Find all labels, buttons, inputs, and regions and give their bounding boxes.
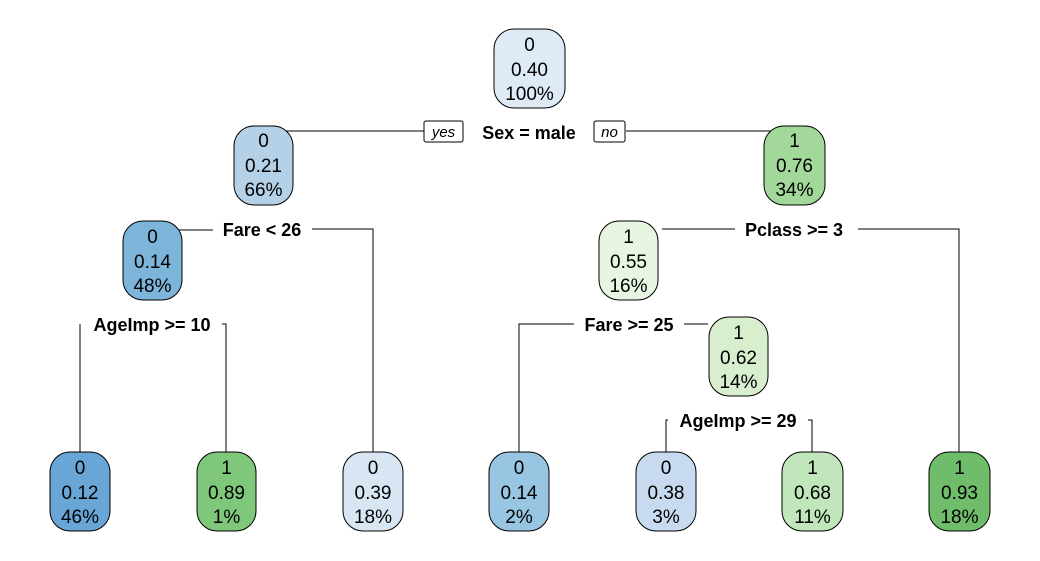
- node-class: 0: [524, 35, 535, 56]
- node-class: 0: [75, 458, 86, 479]
- node-class: 1: [733, 323, 744, 344]
- edge-root-to-n2: [263, 128, 426, 132]
- split-labels: Sex = male Fare < 26 Pclass >= 3 AgeImp …: [93, 123, 843, 431]
- node-class: 0: [661, 458, 672, 479]
- split-label-fare-lt-26: Fare < 26: [223, 220, 302, 240]
- node-pct: 16%: [609, 276, 647, 297]
- split-label-ageimp-10: AgeImp >= 10: [93, 315, 210, 335]
- node-prob: 0.39: [355, 483, 392, 504]
- node-pct: 100%: [505, 84, 554, 105]
- node-prob: 0.38: [648, 483, 685, 504]
- tree-node-n7: 1 0.55 16%: [598, 220, 659, 301]
- edge-root-to-n3: [626, 128, 795, 132]
- node-prob: 0.76: [776, 156, 813, 177]
- tree-leaf-5: 0 0.38 3%: [635, 451, 697, 532]
- split-label-fare-ge-25: Fare >= 25: [584, 315, 673, 335]
- node-pct: 48%: [133, 276, 171, 297]
- tree-leaf-2: 1 0.89 1%: [196, 451, 257, 532]
- node-pct: 1%: [213, 507, 241, 528]
- edge-n14-to-l6: [808, 419, 813, 454]
- no-label: no: [593, 120, 626, 143]
- tree-node-n4: 0 0.14 48%: [122, 220, 183, 301]
- tree-leaf-1: 0 0.12 46%: [49, 451, 111, 532]
- node-prob: 0.14: [501, 483, 538, 504]
- node-class: 1: [954, 458, 965, 479]
- tree-leaf-4: 0 0.14 2%: [488, 451, 550, 532]
- node-pct: 14%: [719, 372, 757, 393]
- tree-node-root: 0 0.40 100%: [493, 28, 566, 109]
- tree-leaf-7: 1 0.93 18%: [928, 451, 991, 532]
- edge-n7-to-l4: [518, 323, 574, 454]
- node-prob: 0.14: [134, 252, 171, 273]
- node-prob: 0.12: [62, 483, 99, 504]
- split-label-ageimp-29: AgeImp >= 29: [679, 411, 796, 431]
- node-pct: 3%: [652, 507, 680, 528]
- split-label-pclass: Pclass >= 3: [745, 220, 843, 240]
- node-class: 1: [789, 131, 800, 152]
- edge-n2-to-l3: [312, 228, 374, 454]
- node-prob: 0.68: [794, 483, 831, 504]
- tree-node-n3: 1 0.76 34%: [763, 125, 826, 206]
- edge-n4-to-l2: [222, 323, 227, 454]
- node-class: 1: [623, 227, 634, 248]
- node-class: 0: [368, 458, 379, 479]
- edge-n14-to-l5: [665, 419, 668, 454]
- node-pct: 18%: [354, 507, 392, 528]
- node-prob: 0.93: [941, 483, 978, 504]
- edge-n3-to-l7: [858, 228, 960, 454]
- yes-label: yes: [423, 120, 464, 143]
- node-pct: 11%: [794, 507, 831, 528]
- node-class: 0: [258, 131, 269, 152]
- node-class: 1: [221, 458, 232, 479]
- split-label-sex: Sex = male: [482, 123, 576, 143]
- tree-leaf-3: 0 0.39 18%: [342, 451, 404, 532]
- node-class: 1: [807, 458, 818, 479]
- node-prob: 0.62: [720, 348, 757, 369]
- node-prob: 0.55: [610, 252, 647, 273]
- node-prob: 0.21: [245, 156, 282, 177]
- tree-leaf-6: 1 0.68 11%: [781, 451, 844, 532]
- node-prob: 0.40: [511, 60, 548, 81]
- node-pct: 18%: [940, 507, 978, 528]
- node-class: 0: [514, 458, 525, 479]
- tree-node-n14: 1 0.62 14%: [708, 316, 769, 397]
- node-pct: 34%: [775, 180, 813, 201]
- node-prob: 0.89: [208, 483, 245, 504]
- tree-node-n2: 0 0.21 66%: [233, 125, 294, 206]
- svg-text:no: no: [601, 124, 618, 141]
- tree-edges: [79, 128, 960, 454]
- node-pct: 66%: [244, 180, 282, 201]
- node-pct: 2%: [505, 507, 533, 528]
- svg-text:yes: yes: [431, 124, 456, 141]
- node-class: 0: [147, 227, 158, 248]
- node-pct: 46%: [61, 507, 99, 528]
